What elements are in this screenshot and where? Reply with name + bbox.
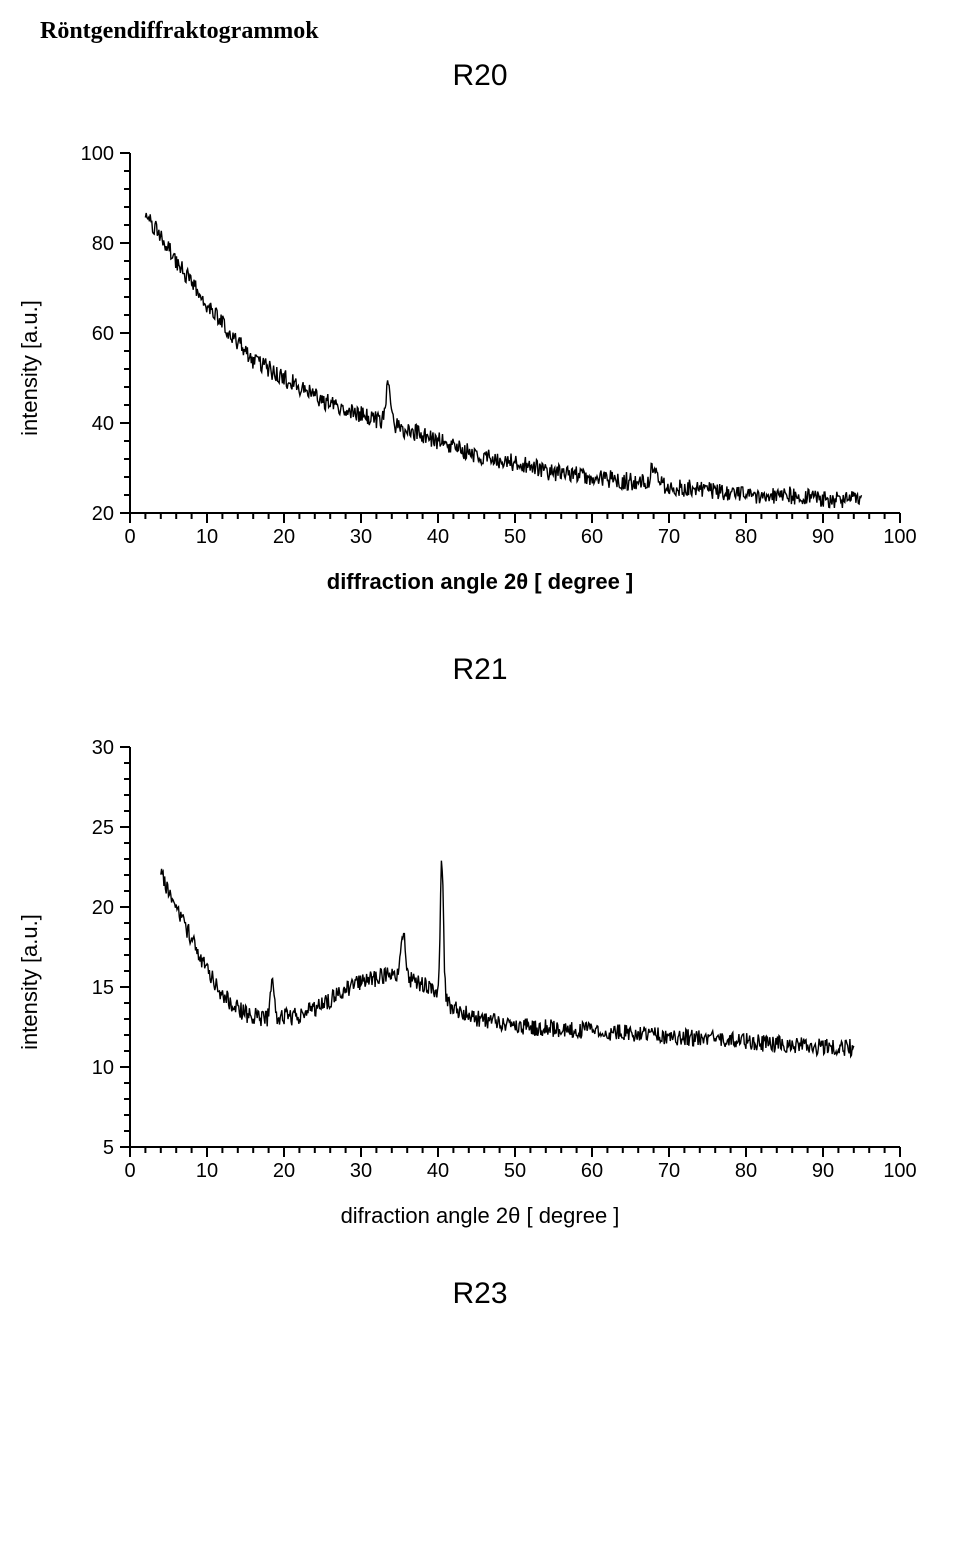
svg-text:10: 10 (196, 526, 218, 548)
svg-text:100: 100 (81, 143, 114, 165)
chart1-block: intensity [a.u.] 01020304050607080901002… (40, 133, 920, 603)
svg-text:20: 20 (92, 897, 114, 919)
svg-text:100: 100 (883, 1160, 916, 1182)
svg-text:40: 40 (92, 413, 114, 435)
chart1-plot: 0 10 20 30 40 50 60 70 80 90 100 20 40 60 80 100 (40, 133, 920, 563)
svg-text:40: 40 (427, 1160, 449, 1182)
svg-text:20: 20 (273, 1160, 295, 1182)
chart2-title: R21 (40, 653, 920, 687)
svg-text:30: 30 (350, 1160, 372, 1182)
svg-text:25: 25 (92, 817, 114, 839)
svg-text:80: 80 (92, 233, 114, 255)
page-heading: Röntgendiffraktogrammok (40, 18, 920, 45)
svg-text:40: 40 (427, 526, 449, 548)
chart1-xlabel: diffraction angle 2θ [ degree ] (40, 569, 920, 595)
svg-text:60: 60 (92, 323, 114, 345)
svg-text:30: 30 (92, 737, 114, 759)
chart2-block: intensity [a.u.] 01020304050607080901005… (40, 727, 920, 1237)
svg-text:60: 60 (581, 526, 603, 548)
svg-text:20: 20 (273, 526, 295, 548)
svg-text:0: 0 (124, 526, 135, 548)
svg-text:15: 15 (92, 977, 114, 999)
svg-text:100: 100 (883, 526, 916, 548)
svg-text:70: 70 (658, 526, 680, 548)
svg-text:5: 5 (103, 1137, 114, 1159)
svg-text:90: 90 (812, 1160, 834, 1182)
chart2-ylabel: intensity [a.u.] (17, 914, 43, 1050)
chart1-ylabel: intensity [a.u.] (17, 300, 43, 436)
svg-text:80: 80 (735, 1160, 757, 1182)
svg-text:30: 30 (350, 526, 372, 548)
svg-text:50: 50 (504, 1160, 526, 1182)
svg-text:80: 80 (735, 526, 757, 548)
svg-text:20: 20 (92, 503, 114, 525)
svg-text:0: 0 (124, 1160, 135, 1182)
svg-text:10: 10 (92, 1057, 114, 1079)
chart3-title: R23 (40, 1277, 920, 1311)
chart1-title: R20 (40, 59, 920, 93)
svg-text:10: 10 (196, 1160, 218, 1182)
svg-text:70: 70 (658, 1160, 680, 1182)
svg-text:90: 90 (812, 526, 834, 548)
svg-text:50: 50 (504, 526, 526, 548)
svg-text:60: 60 (581, 1160, 603, 1182)
chart2-plot: 0 10 20 30 40 50 60 70 80 90 100 5 10 15 20 25 30 (40, 727, 920, 1197)
page: Röntgendiffraktogrammok R20 intensity [a… (0, 0, 960, 1351)
chart2-xlabel: difraction angle 2θ [ degree ] (40, 1203, 920, 1229)
